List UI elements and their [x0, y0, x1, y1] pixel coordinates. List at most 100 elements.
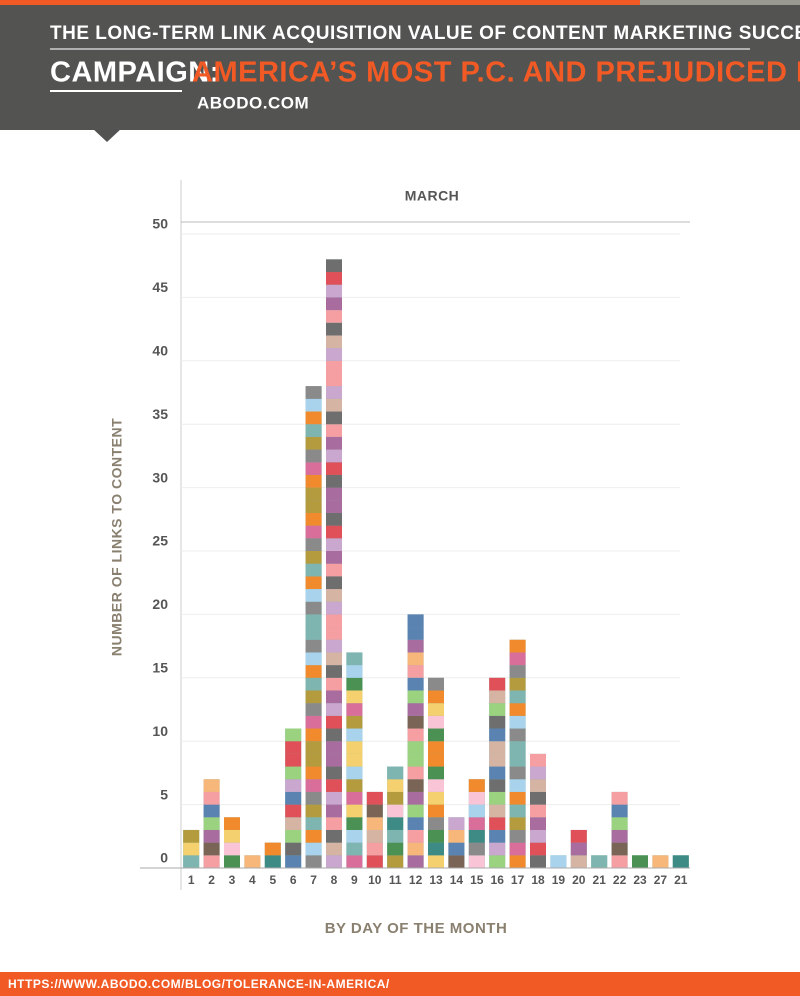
x-tick-label: 8 — [331, 873, 338, 887]
y-tick-label: 25 — [152, 533, 168, 549]
bar-cell — [326, 462, 342, 475]
bar-cell — [305, 500, 322, 513]
bar-cell — [305, 652, 322, 666]
bar-cell — [652, 855, 669, 868]
bar-cell — [407, 829, 424, 843]
bar-cell — [326, 842, 342, 856]
kicker: THE LONG-TERM LINK ACQUISITION VALUE OF … — [50, 23, 800, 44]
bar-cell — [326, 474, 342, 488]
bar-cell — [326, 373, 342, 387]
bar-cell — [387, 766, 404, 780]
bar-cell — [509, 817, 526, 830]
bar-cell — [326, 551, 342, 564]
bar-cell — [326, 487, 342, 501]
bar-cell — [530, 829, 546, 843]
bar-cell — [509, 766, 526, 780]
bar-cell — [326, 766, 342, 780]
bar-cell — [203, 779, 220, 792]
bar-cell — [509, 855, 526, 868]
bar-cell — [489, 804, 506, 818]
bar-cell — [346, 728, 363, 742]
bar-cell — [489, 728, 506, 742]
bar-cell — [428, 753, 444, 767]
bar-cell — [611, 842, 628, 856]
bar-cell — [305, 563, 322, 577]
bar-cell — [264, 842, 281, 856]
bar-cell — [285, 741, 302, 754]
bar-cell — [326, 525, 342, 539]
bar-cell — [183, 855, 200, 868]
bar-cell — [285, 817, 302, 830]
bar-cell — [326, 297, 342, 311]
bar-cell — [489, 741, 506, 754]
bar-cell — [326, 322, 342, 336]
bar-cell — [203, 804, 220, 818]
bar-cell — [305, 487, 322, 501]
bar-cell — [611, 829, 628, 843]
x-tick-label: 10 — [368, 873, 382, 887]
bar-cell — [326, 779, 342, 792]
bar-cell — [387, 842, 404, 856]
bar-cell — [326, 677, 342, 691]
bar-cell — [407, 842, 424, 856]
bar-cell — [591, 855, 608, 868]
bar-cell — [326, 424, 342, 437]
bar-cell — [203, 829, 220, 843]
bar-cell — [489, 855, 506, 868]
bar-cell — [305, 855, 322, 868]
bar-cell — [346, 842, 363, 856]
bar-cell — [346, 753, 363, 767]
bar-cell — [305, 589, 322, 602]
bar-cell — [509, 665, 526, 678]
bar-cell — [509, 804, 526, 818]
bar-cell — [530, 817, 546, 830]
bar-cell — [489, 677, 506, 691]
bar-cell — [509, 829, 526, 843]
bar-cell — [285, 753, 302, 767]
bar-cell — [285, 766, 302, 780]
bar-cell — [366, 791, 383, 805]
bar-cell — [326, 652, 342, 666]
bar-cell — [346, 677, 363, 691]
header-stripe — [0, 0, 800, 5]
bar-cell — [326, 500, 342, 513]
bar-cell — [489, 817, 506, 830]
x-tick-label: 5 — [269, 873, 276, 887]
bar-cell — [305, 842, 322, 856]
bar-cell — [305, 538, 322, 551]
bar-cell — [183, 842, 200, 856]
bar-cell — [305, 525, 322, 539]
bar-cell — [530, 791, 546, 805]
bar-cell — [489, 779, 506, 792]
bar-cell — [305, 791, 322, 805]
x-tick-label: 1 — [188, 873, 195, 887]
y-tick-label: 30 — [152, 469, 168, 485]
bar-cell — [326, 284, 342, 298]
bar-cell — [489, 791, 506, 805]
bar-cell — [530, 779, 546, 792]
bar-cell — [326, 665, 342, 678]
bar-cell — [326, 589, 342, 602]
bar-cell — [428, 766, 444, 780]
bar-cell — [305, 551, 322, 564]
bar-cell — [326, 690, 342, 704]
x-tick-label: 13 — [429, 873, 443, 887]
x-axis-title: BY DAY OF THE MONTH — [325, 920, 508, 937]
bar-cell — [203, 791, 220, 805]
x-tick-label: 2 — [208, 873, 215, 887]
bar-cell — [305, 728, 322, 742]
y-tick-label: 45 — [152, 279, 168, 295]
bar-cell — [428, 741, 444, 754]
bar-cell — [305, 424, 322, 437]
bar-cell — [346, 791, 363, 805]
bar-cell — [407, 855, 424, 868]
bar-cell — [305, 386, 322, 399]
bar-cell — [611, 817, 628, 830]
bar-cell — [305, 474, 322, 488]
header-band — [0, 0, 800, 130]
bar-cell — [611, 804, 628, 818]
bar-cell — [285, 791, 302, 805]
bar-cell — [509, 842, 526, 856]
y-tick-label: 5 — [160, 786, 168, 802]
bar-cell — [407, 804, 424, 818]
